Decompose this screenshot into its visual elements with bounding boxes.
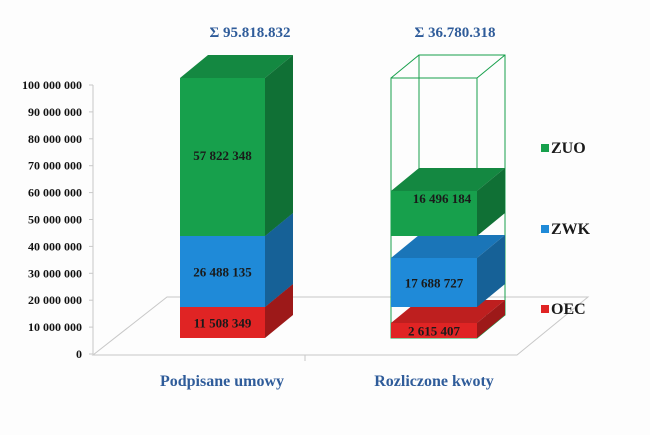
bar-zwk-1-front [391,258,477,307]
legend-label-zwk: ZWK [551,221,591,238]
y-tick-label: 0 [76,347,82,361]
bar-zwk-0-front [180,236,265,307]
y-tick-label: 70 000 000 [28,159,82,173]
y-tick-label: 10 000 000 [28,320,82,334]
y-tick-label: 60 000 000 [28,186,82,200]
data-label: 17 688 727 [405,276,464,291]
y-tick-label: 20 000 000 [28,293,82,307]
legend-swatch-zuo [541,144,549,152]
y-tick-label: 30 000 000 [28,266,82,280]
y-tick-label: 90 000 000 [28,105,82,119]
legend-swatch-oec [541,305,549,313]
data-label: 16 496 184 [413,191,472,206]
bar-oec-0-front [180,307,265,338]
y-tick-label: 40 000 000 [28,239,82,253]
bar-zuo-0-front [180,78,265,236]
category-label: Rozliczone kwoty [374,373,494,390]
bar-oec-0-side [265,284,293,338]
bar-zuo-1-side [477,168,505,236]
outline-edge [476,54,506,79]
legend-label-oec: OEC [551,301,586,318]
total-label: Σ 36.780.318 [414,25,495,41]
bar-oec-1-front [391,323,477,338]
bar-zuo-0-side [265,55,293,236]
data-label: 2 615 407 [408,324,461,339]
category-label: Podpisane umowy [160,373,284,390]
data-label: 26 488 135 [193,265,252,280]
y-tick-label: 100 000 000 [22,78,82,92]
legend-label-zuo: ZUO [551,140,586,157]
total-label: Σ 95.818.832 [209,25,290,41]
outline-edge [390,54,420,79]
bar-zuo-1-front [391,191,477,236]
bar-oec-1-side [477,300,505,338]
bar-zwk-1-side [477,235,505,307]
y-tick-label: 50 000 000 [28,213,82,227]
legend-swatch-zwk [541,225,549,233]
floor [91,296,590,356]
bar-zuo-1-top [391,168,505,191]
bar-zuo-0-top [180,55,293,78]
bar-zwk-0-side [265,213,293,307]
y-tick-label: 80 000 000 [28,132,82,146]
bar-zwk-1-top [391,235,505,258]
data-label: 11 508 349 [194,316,252,331]
data-label: 57 822 348 [193,148,252,163]
